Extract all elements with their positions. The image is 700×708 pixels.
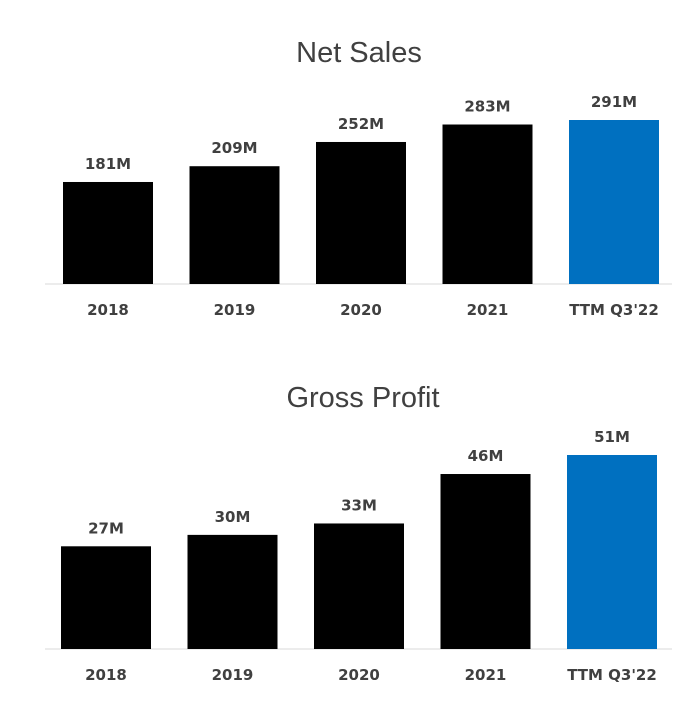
net-sales-bar-4 bbox=[442, 124, 533, 284]
gross-profit-category-label-2: 2019 bbox=[212, 666, 254, 684]
gross-profit-title: Gross Profit bbox=[286, 382, 439, 414]
net-sales-value-label-2: 209M bbox=[211, 139, 257, 157]
net-sales-svg: Net Sales 181M 2018 209M 2019 252M 2020 283M 20… bbox=[45, 37, 672, 319]
net-sales-value-label-5: 291M bbox=[591, 93, 637, 111]
net-sales-chart: Net Sales 181M 2018 209M 2019 252M 2020 283M 20… bbox=[0, 0, 700, 340]
net-sales-bar-3 bbox=[316, 141, 406, 284]
net-sales-value-label-1: 181M bbox=[85, 155, 131, 173]
gross-profit-bar-3 bbox=[314, 523, 404, 649]
gross-profit-value-label-1: 27M bbox=[88, 519, 124, 537]
gross-profit-chart: Gross Profit 27M 2018 30M 2019 33M 2020 46M 202… bbox=[0, 360, 700, 708]
gross-profit-value-label-2: 30M bbox=[215, 508, 251, 526]
net-sales-value-label-4: 283M bbox=[464, 98, 510, 116]
gross-profit-category-label-5: TTM Q3'22 bbox=[567, 666, 657, 684]
gross-profit-bar-2 bbox=[187, 534, 278, 649]
net-sales-category-label-2: 2019 bbox=[214, 301, 256, 319]
gross-profit-value-label-5: 51M bbox=[594, 428, 630, 446]
gross-profit-value-label-4: 46M bbox=[468, 447, 504, 465]
gross-profit-bars: 27M 2018 30M 2019 33M 2020 46M 2021 51M TTM Q3'22 bbox=[61, 428, 657, 684]
gross-profit-category-label-3: 2020 bbox=[338, 666, 380, 684]
net-sales-bar-5 bbox=[569, 120, 659, 284]
gross-profit-bar-1 bbox=[61, 546, 151, 649]
gross-profit-svg: Gross Profit 27M 2018 30M 2019 33M 2020 46M 202… bbox=[45, 382, 672, 684]
gross-profit-category-label-4: 2021 bbox=[465, 666, 507, 684]
gross-profit-value-label-3: 33M bbox=[341, 496, 377, 514]
net-sales-category-label-3: 2020 bbox=[340, 301, 382, 319]
net-sales-bar-2 bbox=[189, 166, 280, 284]
net-sales-category-label-4: 2021 bbox=[467, 301, 509, 319]
net-sales-category-label-5: TTM Q3'22 bbox=[569, 301, 659, 319]
net-sales-bar-1 bbox=[63, 181, 153, 284]
gross-profit-bar-4 bbox=[440, 474, 531, 649]
net-sales-category-label-1: 2018 bbox=[87, 301, 129, 319]
net-sales-value-label-3: 252M bbox=[338, 115, 384, 133]
gross-profit-bar-5 bbox=[567, 455, 657, 649]
gross-profit-category-label-1: 2018 bbox=[85, 666, 127, 684]
net-sales-title: Net Sales bbox=[296, 37, 422, 69]
net-sales-bars: 181M 2018 209M 2019 252M 2020 283M 2021 291M TTM … bbox=[63, 93, 659, 319]
